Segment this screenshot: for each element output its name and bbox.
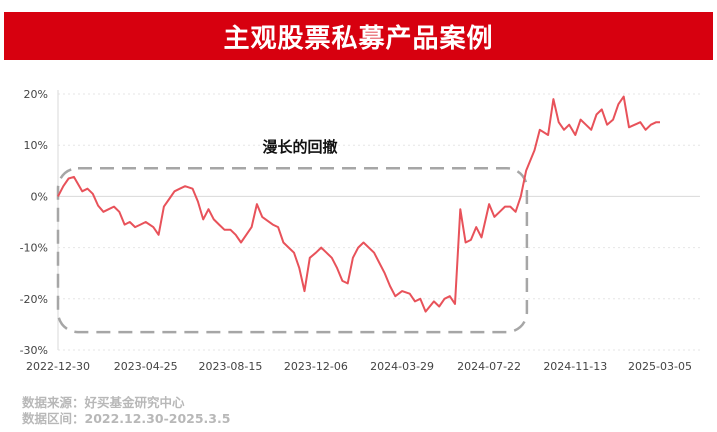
x-tick-label: 2023-12-06 <box>284 360 348 373</box>
y-tick-label: -20% <box>20 293 48 306</box>
data-source-note: 数据来源：好买基金研究中心 <box>22 395 185 410</box>
y-tick-label: -10% <box>20 242 48 255</box>
x-tick-label: 2023-04-25 <box>114 360 178 373</box>
x-tick-label: 2024-11-13 <box>543 360 607 373</box>
title-banner: 主观股票私募产品案例 <box>4 12 713 60</box>
x-tick-label: 2025-03-05 <box>628 360 692 373</box>
x-tick-label: 2023-08-15 <box>198 360 262 373</box>
y-tick-label: -30% <box>20 344 48 357</box>
drawdown-annotation: 漫长的回撤 <box>263 138 338 156</box>
data-range-note: 数据区间：2022.12.30-2025.3.5 <box>22 411 231 426</box>
y-tick-label: 20% <box>24 88 48 101</box>
x-tick-label: 2022-12-30 <box>26 360 90 373</box>
series-line <box>57 95 660 313</box>
y-tick-label: 0% <box>31 190 48 203</box>
banner-title: 主观股票私募产品案例 <box>223 23 494 54</box>
y-tick-label: 10% <box>24 139 48 152</box>
x-tick-label: 2024-03-29 <box>370 360 434 373</box>
x-tick-label: 2024-07-22 <box>457 360 521 373</box>
